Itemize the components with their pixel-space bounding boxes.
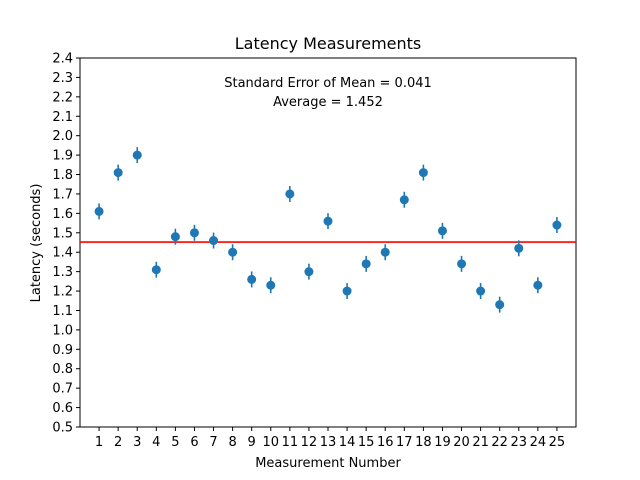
- y-tick-label: 1.3: [52, 265, 73, 280]
- x-tick-label: 8: [228, 435, 236, 450]
- x-tick-label: 7: [209, 435, 217, 450]
- y-tick-label: 1.6: [52, 207, 73, 222]
- y-tick-label: 0.7: [52, 382, 73, 397]
- y-tick-label: 2.4: [52, 52, 73, 67]
- y-tick-label: 0.6: [52, 401, 73, 416]
- x-tick-label: 1: [95, 435, 103, 450]
- x-tick-label: 20: [453, 435, 470, 450]
- data-point: [209, 236, 219, 246]
- x-tick-label: 17: [396, 435, 413, 450]
- data-point: [457, 259, 467, 269]
- data-point: [399, 195, 409, 205]
- x-tick-label: 6: [190, 435, 198, 450]
- data-point: [323, 216, 333, 226]
- data-point: [476, 286, 486, 296]
- data-point: [533, 280, 543, 290]
- x-tick-label: 2: [114, 435, 122, 450]
- x-tick-label: 22: [491, 435, 508, 450]
- x-tick-label: 5: [171, 435, 179, 450]
- data-point: [266, 280, 276, 290]
- x-tick-label: 15: [358, 435, 375, 450]
- data-point: [189, 228, 199, 238]
- y-axis-label: Latency (seconds): [29, 184, 44, 303]
- y-tick-label: 0.5: [52, 421, 73, 436]
- x-tick-label: 14: [339, 435, 356, 450]
- x-axis-label: Measurement Number: [255, 456, 401, 471]
- x-tick-label: 19: [434, 435, 451, 450]
- x-tick-label: 18: [415, 435, 432, 450]
- x-tick-label: 9: [248, 435, 256, 450]
- y-tick-label: 1.2: [52, 285, 73, 300]
- y-tick-label: 1.5: [52, 226, 73, 241]
- y-tick-label: 1.9: [52, 149, 73, 164]
- data-point: [552, 220, 562, 230]
- y-tick-label: 0.8: [52, 362, 73, 377]
- y-tick-label: 2.3: [52, 71, 73, 86]
- y-tick-label: 1.7: [52, 187, 73, 202]
- data-point: [361, 259, 371, 269]
- data-point: [342, 286, 352, 296]
- x-tick-label: 13: [320, 435, 337, 450]
- x-tick-label: 25: [549, 435, 566, 450]
- data-point: [113, 168, 123, 178]
- data-point: [94, 206, 104, 216]
- y-tick-label: 1.4: [52, 246, 73, 261]
- data-point: [380, 247, 390, 257]
- data-point: [247, 274, 257, 284]
- x-tick-label: 23: [510, 435, 527, 450]
- chart-title: Latency Measurements: [235, 34, 422, 53]
- y-tick-label: 2.0: [52, 129, 73, 144]
- x-tick-label: 16: [377, 435, 394, 450]
- data-point: [418, 168, 428, 178]
- data-point: [285, 189, 295, 199]
- y-tick-label: 1.8: [52, 168, 73, 183]
- x-tick-label: 10: [262, 435, 279, 450]
- data-point: [132, 150, 142, 160]
- data-point: [437, 226, 447, 236]
- x-tick-label: 12: [301, 435, 318, 450]
- sem-annotation: Standard Error of Mean = 0.041: [224, 76, 432, 91]
- data-point: [514, 243, 524, 253]
- x-tick-label: 3: [133, 435, 141, 450]
- y-tick-label: 0.9: [52, 343, 73, 358]
- data-point: [228, 247, 238, 257]
- y-tick-label: 1.0: [52, 323, 73, 338]
- plot-area: 1 2 3 4 5 6 7 8 9 10 11 12 13 14 15 16 17 18 19 20 21 22 23 24 2…: [52, 52, 577, 450]
- x-tick-label: 11: [282, 435, 299, 450]
- y-tick-label: 1.1: [52, 304, 73, 319]
- average-annotation: Average = 1.452: [273, 95, 383, 110]
- x-tick-label: 24: [530, 435, 547, 450]
- data-point: [170, 232, 180, 242]
- y-tick-label: 2.2: [52, 90, 73, 105]
- data-point: [304, 267, 314, 277]
- data-point: [151, 265, 161, 275]
- data-point: [495, 300, 505, 310]
- x-tick-label: 4: [152, 435, 160, 450]
- x-tick-label: 21: [472, 435, 489, 450]
- y-tick-label: 2.1: [52, 110, 73, 125]
